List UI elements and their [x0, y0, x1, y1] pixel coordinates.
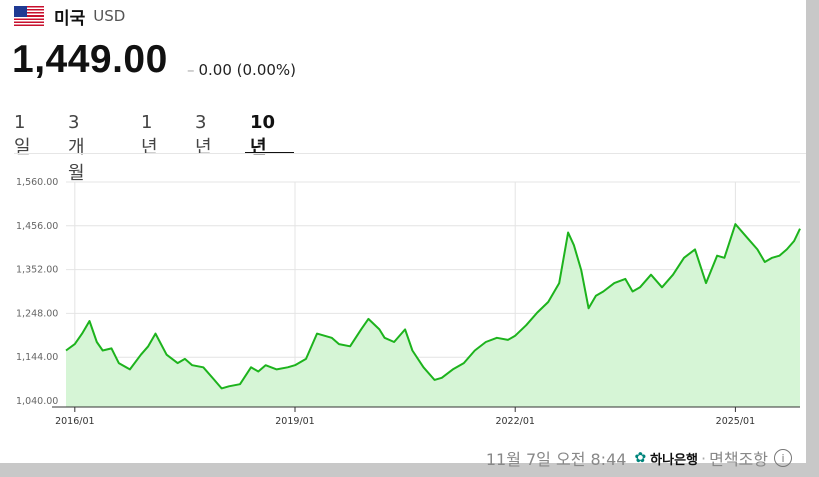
bank-name: 하나은행 [650, 452, 699, 468]
disclaimer-link[interactable]: 면책조항 [709, 450, 768, 469]
exchange-rate-card: 미국 USD 1,449.00 – 0.00 (0.00%) 1일 3개월 1년… [0, 0, 806, 469]
tab-3-months[interactable]: 3개월 [68, 112, 85, 184]
rate-change-value: 0.00 (0.00%) [198, 61, 297, 79]
y-tick-label: 1,352.00 [16, 265, 58, 276]
current-rate: 1,449.00 [12, 38, 168, 81]
separator-dot: · [701, 448, 707, 468]
series-area [66, 224, 800, 407]
info-icon[interactable]: i [774, 449, 792, 467]
currency-code: USD [93, 7, 126, 25]
series-line [65, 223, 801, 390]
no-change-icon: – [187, 61, 195, 79]
x-tick-label: 2016/01 [55, 416, 94, 427]
footer: 11월 7일 오전 8:44 ✿ 하나은행 · 면책조항 i [486, 446, 792, 470]
x-tick-label: 2025/01 [716, 416, 755, 427]
country-name: 미국 [54, 8, 86, 29]
y-tick-label: 1,560.00 [16, 177, 58, 188]
tab-3-years[interactable]: 3년 [195, 112, 212, 158]
divider [14, 153, 806, 154]
rate-change: – 0.00 (0.00%) [187, 61, 296, 79]
tab-1-year[interactable]: 1년 [141, 112, 158, 158]
currency-header: 미국 USD [14, 4, 126, 29]
tab-1-day[interactable]: 1일 [14, 112, 31, 158]
y-tick-label: 1,040.00 [16, 396, 58, 407]
us-flag-icon [14, 6, 44, 26]
y-tick-label: 1,144.00 [16, 352, 58, 363]
x-tick-label: 2019/01 [275, 416, 314, 427]
x-tick-label: 2022/01 [495, 416, 534, 427]
y-tick-label: 1,248.00 [16, 308, 58, 319]
hana-bank-logo-icon: ✿ [634, 450, 647, 466]
y-tick-label: 1,456.00 [16, 221, 58, 232]
rate-chart[interactable]: 1,560.00 1,456.00 1,352.00 1,248.00 1,144.00… [0, 160, 806, 430]
update-timestamp: 11월 7일 오전 8:44 [485, 450, 627, 469]
